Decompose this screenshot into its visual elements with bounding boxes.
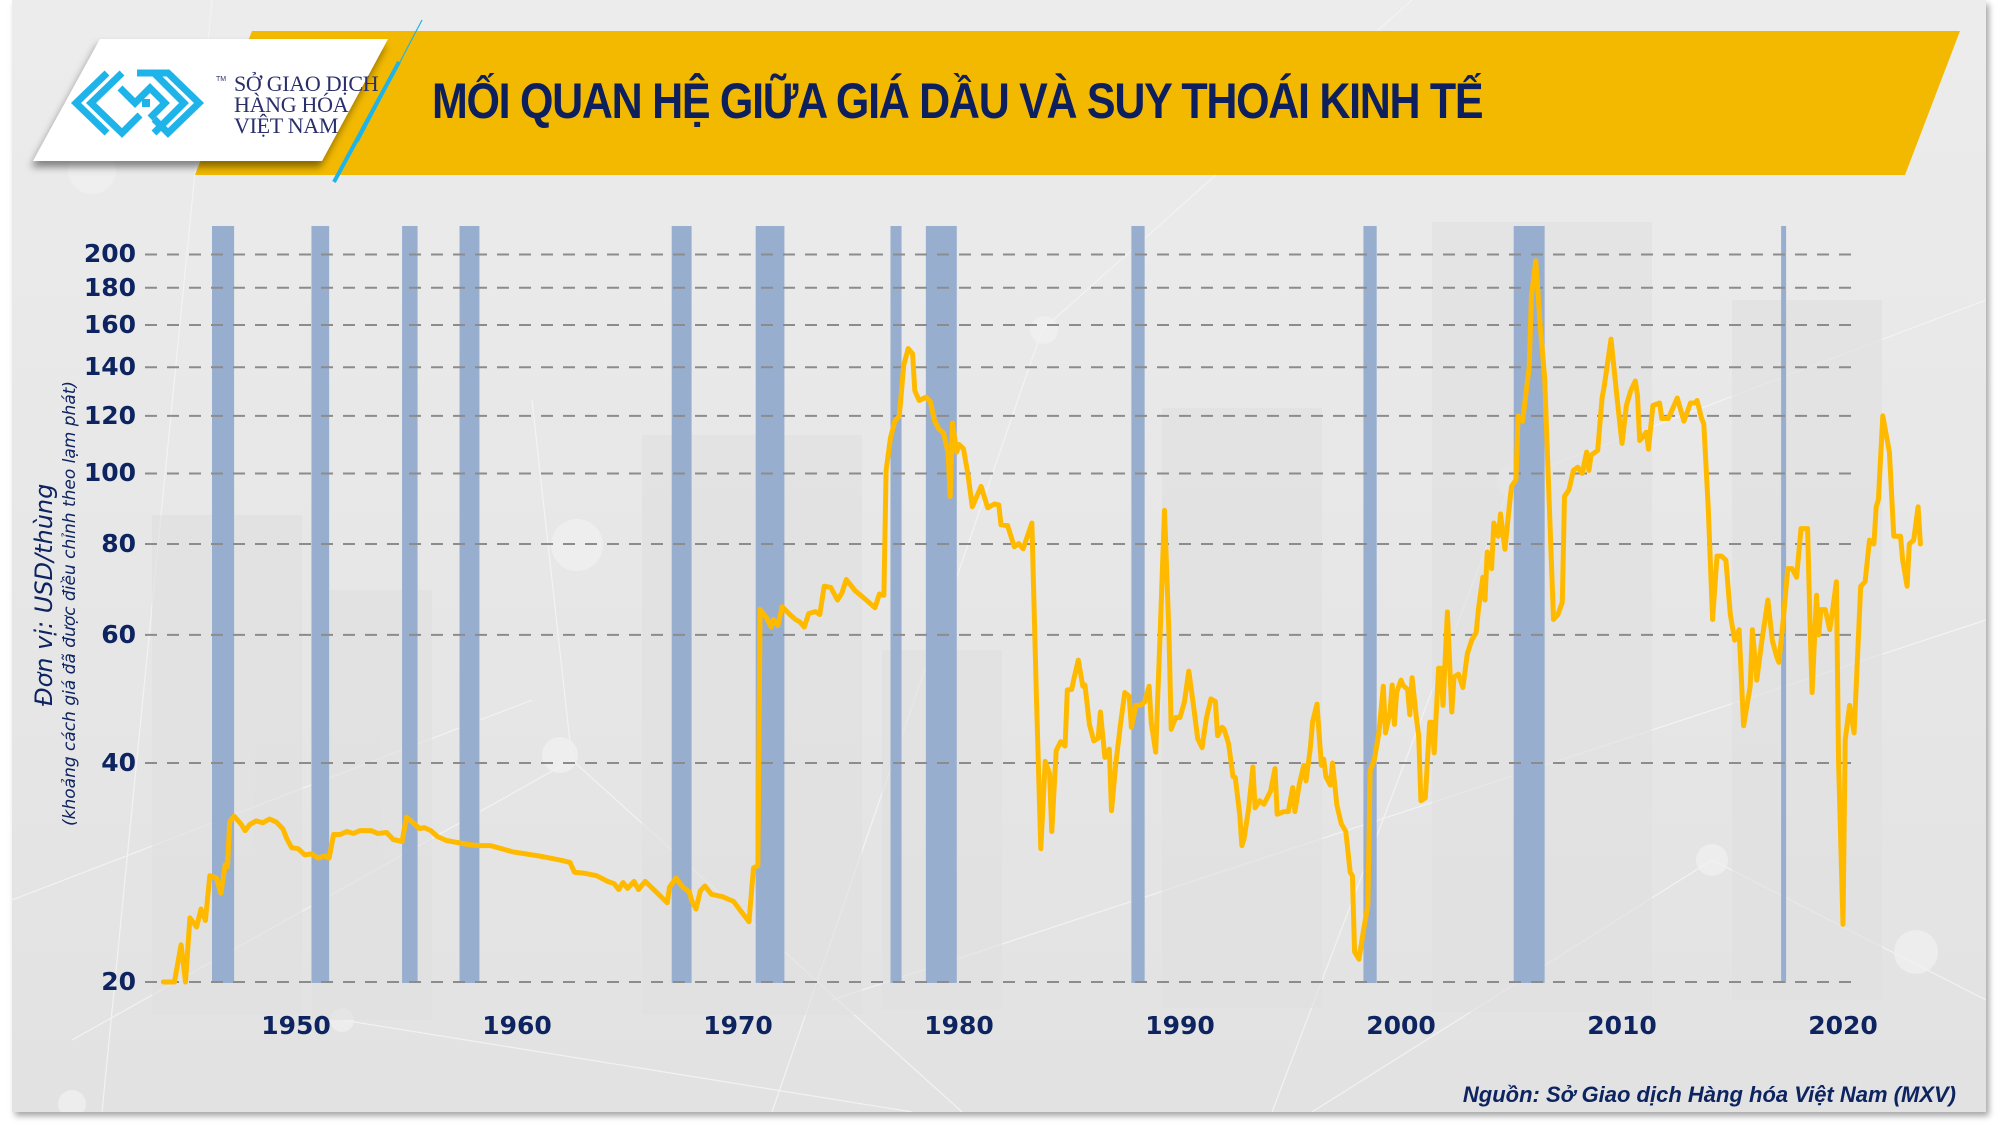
logo-card [33, 39, 388, 161]
logo-text: SỞ GIAO DỊCH HÀNG HÓA VIỆT NAM [234, 71, 379, 138]
source-note: Nguồn: Sở Giao dịch Hàng hóa Việt Nam (M… [1462, 1082, 1956, 1107]
y-tick-label: 200 [83, 239, 136, 269]
logo-line-2: HÀNG HÓA [234, 92, 349, 117]
y-tick-label: 180 [83, 272, 136, 302]
recession-bar [1131, 226, 1145, 983]
x-tick-label: 1960 [482, 1011, 552, 1040]
y-axis-label: Đơn vị: USD/thùng [30, 483, 58, 706]
logo-line-1: SỞ GIAO DỊCH [234, 71, 379, 96]
y-tick-label: 160 [83, 310, 136, 339]
oil-price-line [160, 258, 1923, 985]
x-tick-label: 2000 [1366, 1011, 1436, 1040]
x-tick-label: 2010 [1587, 1011, 1657, 1040]
y-tick-label: 100 [83, 458, 136, 488]
logo-trademark: TM [216, 76, 227, 83]
x-tick-label: 1980 [924, 1011, 994, 1040]
x-tick-label: 1990 [1145, 1011, 1215, 1040]
recession-bar [311, 226, 330, 983]
x-tick-label: 2020 [1808, 1011, 1878, 1040]
recession-bar [459, 226, 480, 983]
chart-frame: TM SỞ GIAO DỊCH HÀNG HÓA VIỆT NAM MỐI QU… [12, 0, 1986, 1112]
y-tick-label: 40 [101, 748, 136, 777]
gridlines [145, 253, 1861, 983]
y-tick-label: 60 [101, 619, 136, 649]
y-tick-label: 120 [83, 400, 136, 430]
recession-bar [402, 226, 418, 983]
header-band [195, 19, 1960, 183]
recession-bar [890, 226, 902, 983]
recession-bar [671, 226, 692, 983]
x-tick-label: 1950 [261, 1011, 331, 1040]
recession-bars [212, 226, 1787, 983]
logo-line-3: VIỆT NAM [234, 113, 339, 138]
x-tick-label: 1970 [703, 1011, 773, 1040]
recession-bar [755, 226, 785, 983]
y-axis-sublabel: (khoảng cách giá đã được điều chỉnh theo… [60, 380, 80, 826]
y-tick-label: 20 [101, 967, 136, 996]
recession-bar [925, 226, 957, 983]
logo-icon [70, 69, 205, 138]
y-tick-label: 140 [83, 352, 136, 382]
y-tick-label: 80 [101, 529, 136, 558]
chart-plot-area [145, 226, 1923, 985]
chart-title: MỐI QUAN HỆ GIỮA GIÁ DẦU VÀ SUY THOÁI KI… [432, 73, 1484, 129]
